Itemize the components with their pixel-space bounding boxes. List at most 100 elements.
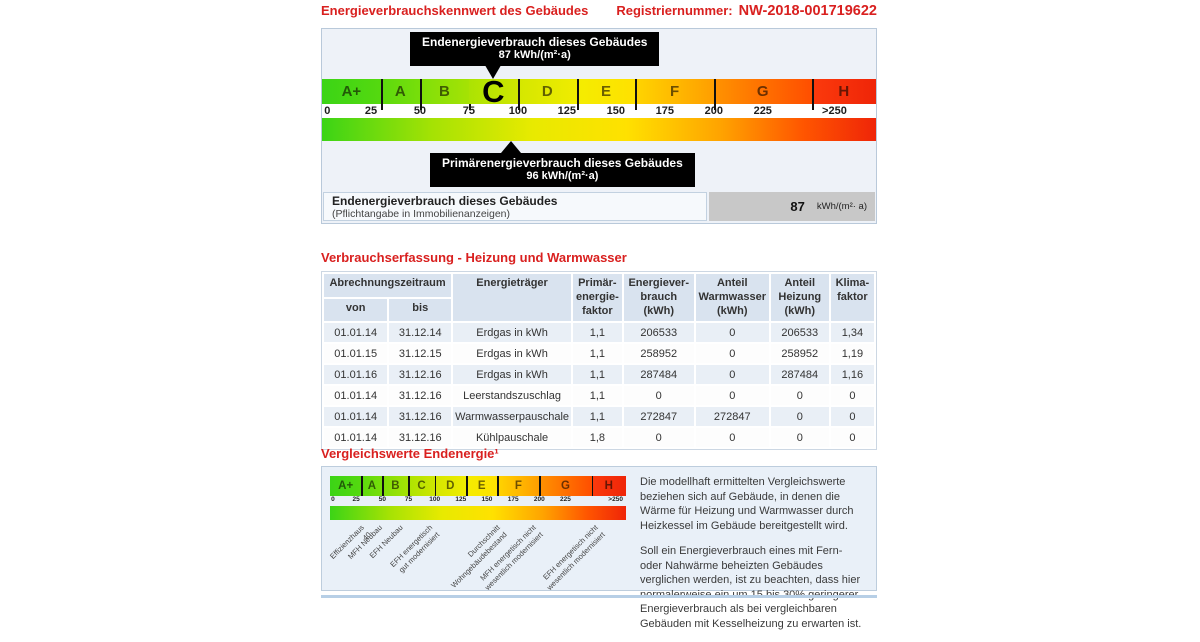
table-cell: 0 [770,428,829,448]
table-cell: Erdgas in kWh [453,323,572,343]
col-anteil-warmwasser: Anteil Warmwasser (kWh) [695,274,769,322]
scale-tick-150: 150 [606,105,626,117]
endenergy-callout-title: Endenergieverbrauch dieses Gebäudes [422,35,648,49]
table-cell: 0 [623,386,694,406]
class-band-a: A [380,79,420,104]
class-band-e: E [466,476,498,496]
scale-tick-250: >250 [608,496,623,503]
table-cell: 0 [695,344,769,364]
table-cell: 01.01.14 [324,407,388,427]
result-unit: kWh/(m²· a) [816,201,867,212]
scale-tick-0: 0 [324,105,331,117]
gradient-bar [322,118,876,141]
class-band-f: F [635,79,714,104]
registration-value: NW-2018-001719622 [738,3,877,19]
scale-tick-175: 175 [507,496,519,503]
table-cell: 0 [695,365,769,385]
scale-tick-100: 100 [508,105,528,117]
consumption-table: Abrechnungszeitraum Energieträger Primär… [321,271,877,451]
endenergy-pointer-arrow [482,60,505,79]
scale-tick-125: 125 [455,496,467,503]
class-band-a: A [361,476,383,496]
class-band-h: H [811,79,876,104]
table-cell: 206533 [770,323,829,343]
scale-tick-100: 100 [429,496,441,503]
band-separator [497,476,499,496]
band-separator [408,476,410,496]
table-cell: 0 [695,323,769,343]
comparison-scale: A+ A B C D E F G H 0 25 50 75 100 125 150 175 200 225 >250… [328,476,626,596]
band-separator [591,476,594,496]
col-energietraeger: Energieträger [453,274,572,322]
table-cell: 01.01.14 [324,428,388,448]
band-separator [419,79,422,110]
table-cell: Erdgas in kWh [453,365,572,385]
class-band-c: C [468,76,518,107]
table-row: 01.01.14 31.12.16 Leerstandszuschlag 1,1 0 0 0… [324,386,874,406]
result-label-cell: Endenergieverbrauch dieses Gebäudes (Pfl… [323,192,707,221]
scale-tick-75: 75 [462,105,476,117]
class-band-e: E [576,79,636,104]
table-cell: 0 [830,407,874,427]
band-separator [713,79,716,110]
primary-energy-callout: Primärenergieverbrauch dieses Gebäudes 9… [430,153,695,187]
result-value-cell: 87 kWh/(m²· a) [709,192,875,221]
col-anteil-heizung: Anteil Heizung (kWh) [770,274,829,322]
table-cell: Warmwasserpauschale [453,407,572,427]
table-cell: 31.12.16 [389,407,452,427]
result-subtitle: (Pflichtangabe in Immobilienanzeigen) [332,208,511,220]
table-cell: Kühlpauschale [453,428,572,448]
band-separator [635,79,638,110]
col-bis: bis [389,298,452,322]
table-cell: 31.12.16 [389,428,452,448]
table-cell: 287484 [623,365,694,385]
primary-energy-callout-title: Primärenergieverbrauch dieses Gebäudes [442,156,683,170]
band-separator [811,79,814,110]
section-divider [321,595,877,598]
table-cell: 272847 [695,407,769,427]
scale-tick-175: 175 [655,105,674,117]
band-separator [517,79,520,110]
scale-tick-50: 50 [413,105,427,117]
col-klimafaktor: Klima- faktor [830,274,874,322]
page-header: Energieverbrauchskennwert des Gebäudes R… [321,3,877,19]
table-cell: Erdgas in kWh [453,344,572,364]
table-cell: 1,1 [573,344,622,364]
table-cell: 31.12.16 [389,386,452,406]
comparison-scale-ticks: 0 25 50 75 100 125 150 175 200 225 >250 [330,496,626,505]
page-title: Energieverbrauchskennwert des Gebäudes [321,3,589,18]
scale-tick-250: >250 [822,105,847,117]
table-row: 01.01.14 31.12.14 Erdgas in kWh 1,1 206533 0 2… [324,323,874,343]
table-cell: 31.12.15 [389,344,452,364]
band-separator [361,476,363,496]
table-cell: 01.01.15 [324,344,388,364]
endenergy-callout-value: 87 kWh/(m²·a) [498,49,571,61]
table-cell: 1,1 [573,386,622,406]
band-separator [576,79,579,110]
scale-tick-25: 25 [364,105,378,117]
class-band-h: H [591,476,626,496]
efficiency-class-bar: A+ A B C D E F G H [322,76,876,107]
comparison-section-title: Vergleichswerte Endenergie¹ [321,446,499,461]
table-cell: 1,19 [830,344,874,364]
comparison-explanation: Die modellhaft ermittelten Vergleichswer… [640,475,866,642]
registration-label: Registriernummer: [616,3,733,18]
class-band-g: G [539,476,592,496]
table-cell: 0 [623,428,694,448]
table-row: 01.01.15 31.12.15 Erdgas in kWh 1,1 258952 0 2… [324,344,874,364]
col-von: von [324,298,388,322]
consumption-table-header: Abrechnungszeitraum Energieträger Primär… [324,274,874,322]
scale-tick-125: 125 [557,105,577,117]
class-band-b: B [419,79,469,104]
endenergy-callout: Endenergieverbrauch dieses Gebäudes 87 k… [410,32,660,66]
table-cell: 1,1 [573,407,622,427]
table-cell: 1,34 [830,323,874,343]
table-cell: 1,1 [573,323,622,343]
scale-tick-50: 50 [378,496,386,503]
comparison-class-bar: A+ A B C D E F G H [330,476,626,496]
table-cell: 0 [695,428,769,448]
col-primaerfaktor: Primär- energie- faktor [573,274,622,322]
band-separator [434,476,437,496]
scale-tick-200: 200 [533,496,545,503]
consumption-section-title: Verbrauchserfassung - Heizung und Warmwa… [321,250,627,265]
